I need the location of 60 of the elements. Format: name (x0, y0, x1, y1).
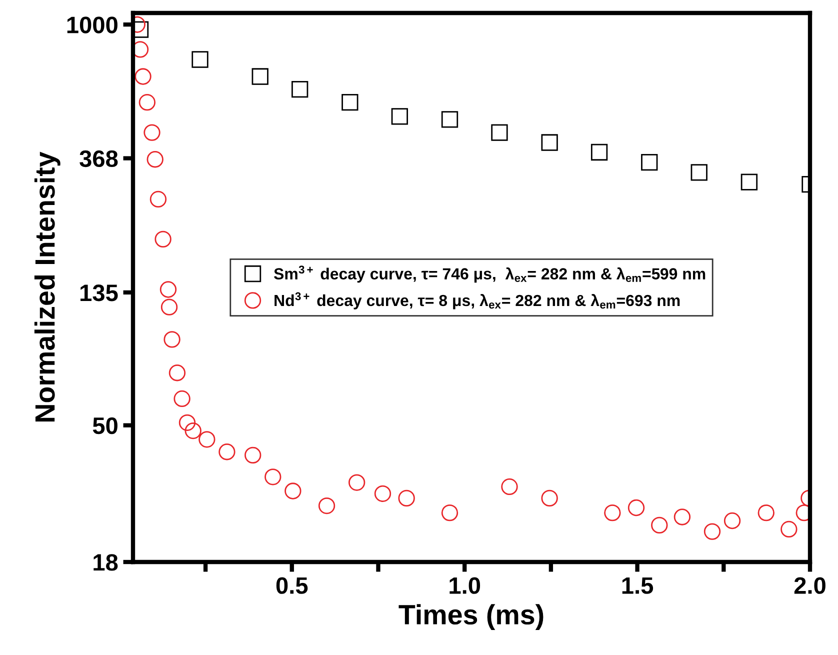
point (178, 414, 196, 431)
point (134, 68, 152, 85)
point (342, 94, 358, 111)
point (133, 41, 149, 58)
point (264, 468, 282, 486)
point (146, 151, 164, 168)
point (758, 504, 774, 522)
point (590, 144, 608, 161)
point (174, 390, 190, 408)
y-tick-label: 135 (80, 284, 118, 302)
point (604, 504, 621, 522)
point (138, 94, 156, 111)
point (164, 331, 180, 348)
point (780, 520, 798, 538)
point (133, 21, 149, 38)
point (740, 174, 758, 190)
point (441, 504, 458, 522)
point (160, 298, 178, 316)
x-tick-label: 1.0 (450, 577, 480, 594)
point (641, 154, 658, 171)
legend-label: Nd$^{3+}$ decay curve, τ= 8 μs, λ$_{ex}$= 282 nm & λ$_{em}$=693 nm (274, 292, 680, 310)
point (628, 499, 645, 516)
point (674, 508, 691, 526)
point (391, 108, 408, 125)
point (724, 512, 741, 530)
y-tick-label: 18 (94, 554, 118, 571)
y-tick-label: 1000 (67, 16, 118, 34)
point (154, 230, 172, 248)
point (398, 490, 415, 507)
point (491, 124, 508, 141)
point (292, 81, 308, 98)
point (501, 478, 518, 496)
x-axis-title: Times (ms) (398, 604, 544, 630)
point (218, 444, 236, 460)
x-tick-label: 0.5 (276, 577, 308, 594)
y-tick-label: 368 (80, 150, 118, 168)
legend-label: Sm$^{3+}$ decay curve, τ= 746 μs, λ$_{ex}$= 282 nm & λ$_{em}$=599 nm (274, 266, 706, 283)
point (541, 490, 558, 507)
y-tick-label: 50 (92, 417, 118, 434)
y-axis-title: Normalized Intensity (34, 152, 60, 422)
point (690, 164, 708, 181)
point (284, 482, 302, 500)
point (441, 111, 458, 128)
point (541, 134, 558, 151)
point (198, 431, 216, 448)
point (252, 68, 268, 85)
point (144, 124, 160, 141)
point (184, 422, 202, 440)
point (348, 474, 366, 491)
x-tick-label: 2.0 (794, 577, 826, 594)
point (150, 190, 167, 208)
point (192, 51, 208, 68)
point (374, 485, 392, 502)
point (704, 523, 721, 540)
point (318, 497, 336, 514)
point (651, 516, 668, 534)
x-tick-label: 1.5 (622, 577, 654, 594)
point (160, 281, 177, 298)
point (168, 364, 186, 382)
point (244, 446, 262, 464)
